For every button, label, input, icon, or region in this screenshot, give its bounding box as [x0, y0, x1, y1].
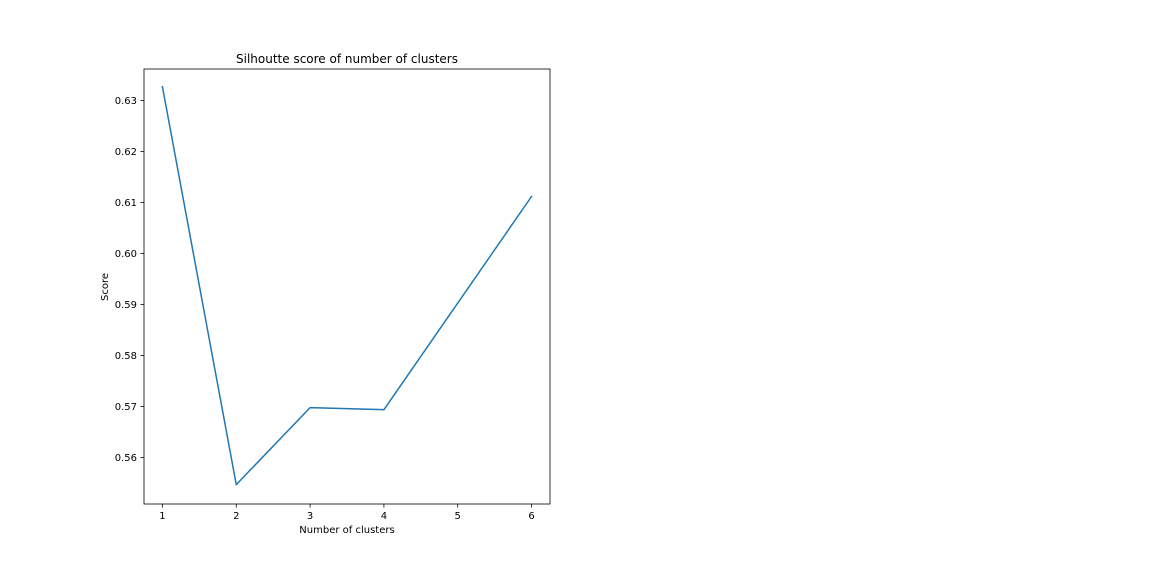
y-tick-label: 0.57 — [115, 402, 137, 413]
x-tick-label: 5 — [455, 511, 461, 522]
chart-title: Silhoutte score of number of clusters — [236, 52, 458, 66]
series-point — [530, 195, 533, 198]
ticks-layer: 1 2 3 4 5 6 0.56 0.57 0.58 0.59 0.60 0.61 0.62 0.63 — [115, 96, 535, 522]
series-layer — [161, 85, 533, 486]
series-point — [383, 408, 385, 411]
plot-frame — [143, 68, 551, 505]
x-tick-label: 4 — [381, 511, 387, 522]
x-axis-label: Number of clusters — [299, 525, 394, 536]
x-tick-label: 3 — [307, 511, 313, 522]
y-tick-label: 0.56 — [115, 453, 137, 464]
x-tick-label: 1 — [159, 511, 165, 522]
y-tick-label: 0.62 — [115, 147, 137, 158]
series-point — [161, 86, 164, 88]
y-tick-label: 0.60 — [115, 249, 137, 260]
series-point — [309, 406, 311, 409]
y-tick-label: 0.59 — [115, 300, 137, 311]
y-axis-label: Score — [100, 273, 111, 301]
x-tick-label: 6 — [528, 511, 534, 522]
x-tick-label: 2 — [233, 511, 239, 522]
y-tick-label: 0.63 — [115, 96, 137, 107]
y-tick-label: 0.58 — [115, 351, 137, 362]
y-tick-label: 0.61 — [115, 198, 137, 209]
series-point — [235, 483, 238, 486]
